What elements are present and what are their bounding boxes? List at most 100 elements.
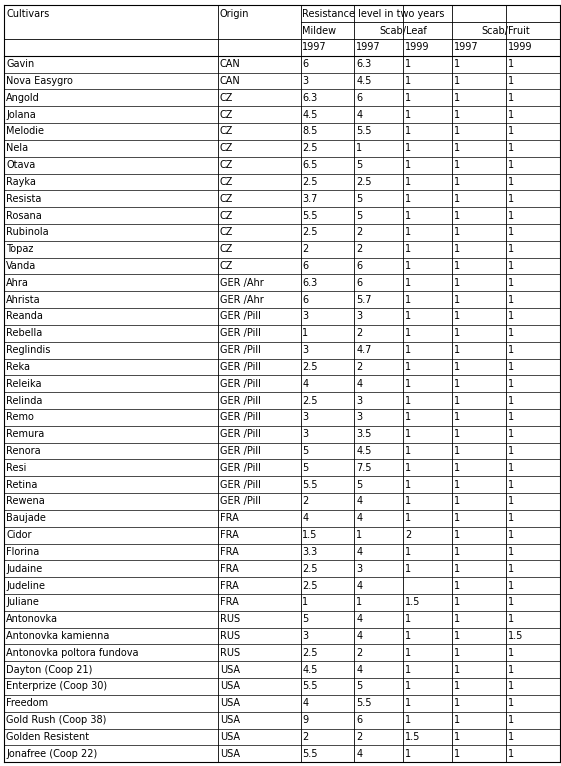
Text: 1: 1: [405, 76, 411, 86]
Text: 3.5: 3.5: [356, 429, 371, 439]
Text: 2: 2: [356, 228, 362, 237]
Text: Mildew: Mildew: [302, 25, 336, 35]
Text: 1: 1: [508, 110, 514, 119]
Text: 2: 2: [405, 530, 411, 540]
Text: 1: 1: [508, 261, 514, 271]
Text: 1: 1: [405, 278, 411, 288]
Text: Jolana: Jolana: [6, 110, 36, 119]
Text: 1: 1: [405, 715, 411, 725]
Text: 1: 1: [454, 530, 460, 540]
Text: 3: 3: [302, 429, 309, 439]
Text: GER /Pill: GER /Pill: [220, 496, 261, 506]
Text: 3: 3: [356, 395, 362, 405]
Text: 1: 1: [454, 143, 460, 153]
Text: 6.3: 6.3: [302, 278, 318, 288]
Text: Nova Easygro: Nova Easygro: [6, 76, 73, 86]
Text: 3.3: 3.3: [302, 547, 318, 557]
Text: 1: 1: [454, 496, 460, 506]
Text: 1: 1: [454, 177, 460, 187]
Text: USA: USA: [220, 665, 240, 675]
Text: 1: 1: [508, 547, 514, 557]
Text: 1: 1: [454, 412, 460, 422]
Text: 1: 1: [405, 194, 411, 204]
Text: 1: 1: [405, 126, 411, 136]
Text: 1: 1: [405, 412, 411, 422]
Text: 1: 1: [508, 446, 514, 456]
Text: 1: 1: [454, 378, 460, 389]
Text: Gavin: Gavin: [6, 59, 34, 69]
Text: 2: 2: [302, 496, 309, 506]
Text: CZ: CZ: [220, 244, 233, 254]
Text: 1: 1: [454, 345, 460, 355]
Text: 1: 1: [454, 631, 460, 641]
Text: 2: 2: [356, 648, 362, 658]
Text: 3: 3: [302, 312, 309, 322]
Text: 1: 1: [405, 244, 411, 254]
Text: 1: 1: [405, 547, 411, 557]
Text: FRA: FRA: [220, 564, 239, 574]
Text: 1: 1: [454, 732, 460, 742]
Text: 3: 3: [356, 312, 362, 322]
Text: Melodie: Melodie: [6, 126, 44, 136]
Text: Judeline: Judeline: [6, 581, 45, 591]
Text: 1: 1: [405, 446, 411, 456]
Text: Freedom: Freedom: [6, 699, 48, 709]
Text: Scab/Fruit: Scab/Fruit: [482, 25, 530, 35]
Text: RUS: RUS: [220, 614, 240, 624]
Text: 6.3: 6.3: [356, 59, 371, 69]
Text: GER /Pill: GER /Pill: [220, 345, 261, 355]
Text: GER /Pill: GER /Pill: [220, 480, 261, 489]
Text: 1: 1: [454, 446, 460, 456]
Text: 5: 5: [302, 614, 309, 624]
Text: CZ: CZ: [220, 177, 233, 187]
Text: 8.5: 8.5: [302, 126, 318, 136]
Text: 1: 1: [508, 345, 514, 355]
Text: 6: 6: [356, 278, 362, 288]
Text: 1: 1: [405, 463, 411, 473]
Text: 1: 1: [405, 480, 411, 489]
Text: 1: 1: [508, 513, 514, 523]
Text: Gold Rush (Coop 38): Gold Rush (Coop 38): [6, 715, 107, 725]
Text: 2: 2: [356, 362, 362, 372]
Text: USA: USA: [220, 715, 240, 725]
Text: 4.5: 4.5: [302, 110, 318, 119]
Text: USA: USA: [220, 748, 240, 759]
Text: 2.5: 2.5: [302, 228, 318, 237]
Text: 1: 1: [508, 480, 514, 489]
Text: 1: 1: [454, 748, 460, 759]
Text: Scab/Leaf: Scab/Leaf: [379, 25, 427, 35]
Text: Renora: Renora: [6, 446, 41, 456]
Text: 4.5: 4.5: [356, 76, 371, 86]
Text: Judaine: Judaine: [6, 564, 43, 574]
Text: 1: 1: [454, 59, 460, 69]
Text: 1: 1: [454, 429, 460, 439]
Text: 6: 6: [302, 295, 309, 305]
Text: 1: 1: [454, 547, 460, 557]
Text: 4.5: 4.5: [302, 665, 318, 675]
Text: GER /Ahr: GER /Ahr: [220, 278, 264, 288]
Text: 1: 1: [508, 126, 514, 136]
Text: CAN: CAN: [220, 76, 241, 86]
Text: Reanda: Reanda: [6, 312, 43, 322]
Text: Jonafree (Coop 22): Jonafree (Coop 22): [6, 748, 98, 759]
Text: FRA: FRA: [220, 597, 239, 607]
Text: 1: 1: [356, 597, 362, 607]
Text: Otava: Otava: [6, 160, 35, 170]
Text: Juliane: Juliane: [6, 597, 39, 607]
Text: 4: 4: [356, 614, 362, 624]
Text: 2.5: 2.5: [302, 395, 318, 405]
Text: 3: 3: [302, 76, 309, 86]
Text: 4.5: 4.5: [356, 446, 371, 456]
Text: 1: 1: [508, 160, 514, 170]
Text: GER /Pill: GER /Pill: [220, 463, 261, 473]
Text: Resi: Resi: [6, 463, 26, 473]
Text: GER /Pill: GER /Pill: [220, 312, 261, 322]
Text: FRA: FRA: [220, 581, 239, 591]
Text: Origin: Origin: [220, 8, 250, 19]
Text: 1: 1: [454, 715, 460, 725]
Text: Vanda: Vanda: [6, 261, 36, 271]
Text: 1.5: 1.5: [405, 732, 420, 742]
Text: 1: 1: [356, 143, 362, 153]
Text: 1: 1: [405, 564, 411, 574]
Text: 2: 2: [302, 244, 309, 254]
